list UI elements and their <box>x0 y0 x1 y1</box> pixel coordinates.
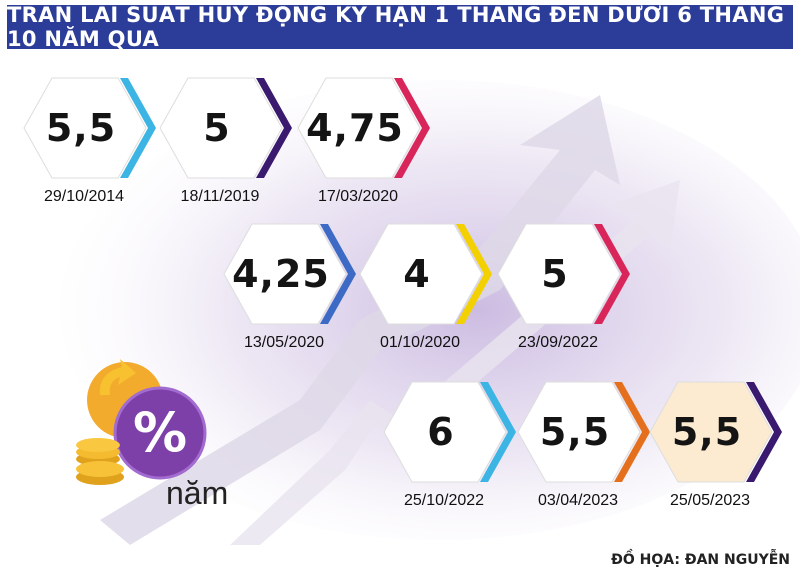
rate-hexagon: 4,25 <box>222 222 370 326</box>
unit-label: năm <box>166 475 229 511</box>
rate-value: 5,5 <box>45 106 117 150</box>
rate-hexagon: 5,5 <box>22 76 170 180</box>
rate-hexagon: 5 <box>496 222 644 326</box>
percent-symbol: % <box>133 401 187 464</box>
rate-date: 17/03/2020 <box>317 188 399 205</box>
rate-date: 25/05/2023 <box>669 492 751 509</box>
rate-hexagon: 5,5 <box>516 380 664 484</box>
rate-hexagon: 5,5 <box>648 380 796 484</box>
rate-date: 13/05/2020 <box>243 334 325 351</box>
graphic-credit: ĐỒ HỌA: ĐAN NGUYỄN <box>611 552 790 568</box>
rate-date: 29/10/2014 <box>43 188 125 205</box>
rate-date: 25/10/2022 <box>403 492 485 509</box>
page-title: TRẦN LÃI SUẤT HUY ĐỘNG KỲ HẠN 1 THÁNG ĐẾ… <box>7 3 785 51</box>
rate-date: 18/11/2019 <box>180 188 260 205</box>
rate-date: 23/09/2022 <box>517 334 599 351</box>
title-banner: TRẦN LÃI SUẤT HUY ĐỘNG KỲ HẠN 1 THÁNG ĐẾ… <box>7 3 793 51</box>
rate-value: 5 <box>541 252 569 296</box>
rate-value: 6 <box>427 410 455 454</box>
rate-hexagon: 4,75 <box>296 76 444 180</box>
rate-value: 5 <box>203 106 231 150</box>
rate-hexagon: 5 <box>158 76 306 180</box>
interest-percent-icon: % <box>76 359 207 485</box>
rate-date: 03/04/2023 <box>537 492 619 509</box>
rate-value: 4 <box>403 252 431 296</box>
rate-value: 4,75 <box>306 106 404 150</box>
rate-hexagon: 6 <box>382 380 530 484</box>
rate-value: 5,5 <box>539 410 611 454</box>
rate-value: 5,5 <box>671 410 743 454</box>
rate-date: 01/10/2020 <box>379 334 461 351</box>
rate-value: 4,25 <box>232 252 330 296</box>
rate-hexagon: 4 <box>358 222 506 326</box>
